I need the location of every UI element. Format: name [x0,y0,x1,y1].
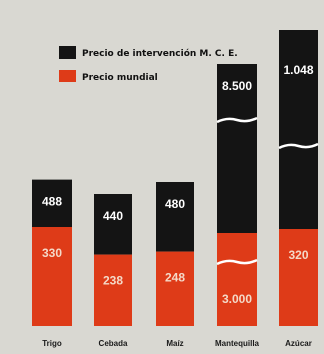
axis-break-mark [278,142,319,150]
bar-world [217,233,257,326]
axis-break-mark [216,116,258,124]
data-label-intervention: 440 [103,209,123,223]
data-label-intervention: 1.048 [283,63,313,77]
data-label-intervention: 480 [165,197,185,211]
data-label-world: 238 [103,274,123,288]
legend-swatch-intervention [59,46,76,59]
category-label: Maíz [166,339,183,348]
bar-intervention [156,182,194,252]
bar-world [279,229,318,326]
category-label: Trigo [42,339,62,348]
category-label: Cebada [99,339,128,348]
data-label-world: 330 [42,246,62,260]
legend-label-world: Precio mundial [82,73,158,83]
data-label-world: 248 [165,271,185,285]
bar-intervention [279,30,318,229]
category-label: Mantequilla [215,339,260,348]
data-labels: 488 330 440 238 480 248 8.500 3.000 1.048 320 [42,63,314,306]
bar-world [94,254,132,326]
data-label-intervention: 488 [42,195,62,209]
category-label: Azúcar [285,339,312,348]
category-labels: Trigo Cebada Maíz Mantequilla Azúcar [42,339,312,348]
bar-world [156,251,194,326]
data-label-world: 3.000 [222,292,252,306]
data-label-intervention: 8.500 [222,79,252,93]
bar-intervention [94,194,132,255]
axis-break-mark [216,258,258,266]
legend: Precio de intervención M. C. E. Precio m… [59,46,238,83]
bar-world [32,227,72,326]
bars [32,30,319,326]
data-label-world: 320 [288,248,308,262]
bar-intervention [217,64,257,233]
legend-label-intervention: Precio de intervención M. C. E. [82,48,238,59]
legend-swatch-world [59,70,76,82]
bar-intervention [32,179,72,227]
